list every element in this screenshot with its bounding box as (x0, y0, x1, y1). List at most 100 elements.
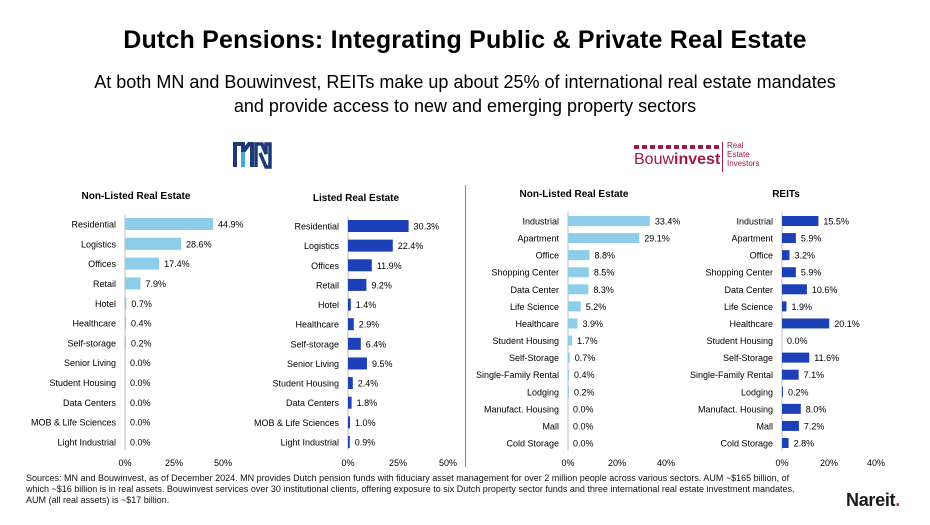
chart-2-tick-label: 40% (657, 458, 675, 468)
chart-3-category-label: Apartment (731, 234, 773, 244)
chart-2-value-label: 0.2% (574, 387, 595, 397)
chart-3-bar (782, 352, 810, 363)
chart-0-bar (125, 277, 141, 290)
chart-2-bar (568, 318, 578, 329)
chart-2-bar (568, 267, 589, 278)
chart-3-category-label: Student Housing (706, 336, 773, 346)
chart-1-value-label: 6.4% (366, 339, 387, 349)
chart-1-value-label: 11.9% (377, 261, 402, 271)
chart-3-bar (782, 250, 790, 261)
chart-3-category-label: Lodging (741, 387, 773, 397)
chart-1-value-label: 1.8% (357, 398, 378, 408)
chart-1-title: Listed Real Estate (313, 193, 400, 204)
chart-2-category-label: Lodging (527, 387, 559, 397)
chart-3-bar (782, 386, 783, 397)
chart-0-value-label: 28.6% (186, 239, 212, 249)
chart-3-bar (782, 369, 799, 380)
chart-1-bar (348, 259, 372, 272)
chart-1-bar (348, 318, 354, 331)
chart-0-category-label: Offices (88, 259, 116, 269)
chart-3-title: REITs (772, 189, 800, 200)
chart-3-tick-label: 40% (867, 458, 885, 468)
chart-1-bar (348, 298, 351, 311)
chart-2-value-label: 33.4% (655, 217, 681, 227)
chart-1-bar (348, 396, 352, 409)
chart-0-value-label: 0.4% (131, 319, 152, 329)
chart-3-value-label: 7.1% (804, 370, 825, 380)
chart-3-category-label: Healthcare (729, 319, 773, 329)
chart-2-bar (568, 386, 569, 397)
chart-2-value-label: 8.8% (595, 251, 616, 261)
chart-2-value-label: 3.9% (583, 319, 604, 329)
mn-logo: MN (232, 140, 272, 175)
chart-0-bar (125, 218, 214, 230)
page-title: Dutch Pensions: Integrating Public & Pri… (123, 26, 807, 54)
chart-0-bar (125, 237, 182, 250)
chart-2-bar (568, 301, 581, 312)
chart-1-bar (348, 357, 367, 370)
bouwinvest-logo-dots (634, 145, 722, 149)
chart-2-category-label: Industrial (522, 217, 559, 227)
chart-3-category-label: Mall (756, 421, 773, 431)
chart-1-bar (348, 278, 367, 291)
mn-logo-mark (233, 142, 272, 169)
chart-3-value-label: 7.2% (804, 421, 825, 431)
chart-3-category-label: Office (750, 251, 773, 261)
chart-3-bar (782, 301, 787, 312)
chart-0-category-label: Student Housing (49, 378, 116, 388)
chart-1-category-label: MOB & Life Sciences (254, 418, 340, 428)
chart-3-bar (782, 318, 830, 329)
chart-3-value-label: 8.0% (806, 404, 827, 414)
sources-note: Sources: MN and Bouwinvest, as of Decemb… (26, 473, 795, 505)
chart-0-value-label: 44.9% (218, 220, 244, 230)
chart-2-category-label: Manufact. Housing (484, 404, 559, 414)
chart-2-category-label: Shopping Center (491, 268, 559, 278)
chart-1-value-label: 0.9% (355, 438, 376, 448)
chart-3-value-label: 15.5% (823, 217, 849, 227)
chart-0-bar (125, 257, 160, 270)
chart-1-category-label: Senior Living (287, 359, 339, 369)
chart-1-category-label: Data Centers (286, 398, 340, 408)
chart-2-bar (568, 369, 569, 380)
chart-0-value-label: 0.0% (130, 438, 151, 448)
chart-2-tick-label: 20% (608, 458, 626, 468)
chart-0-category-label: Retail (93, 279, 116, 289)
chart-1-category-label: Hotel (318, 300, 339, 310)
chart-2-value-label: 8.5% (594, 268, 615, 278)
chart-1-value-label: 9.2% (371, 280, 392, 290)
chart-0-value-label: 17.4% (164, 259, 190, 269)
chart-1-bar (348, 436, 350, 448)
chart-2-bar (568, 284, 589, 295)
chart-2-tick-label: 0% (561, 458, 574, 468)
chart-2-value-label: 0.7% (575, 353, 596, 363)
chart-1-tick-label: 0% (341, 458, 354, 468)
chart-2-bar (568, 233, 640, 244)
chart-3-value-label: 2.8% (794, 439, 815, 449)
chart-2-title: Non-Listed Real Estate (520, 189, 629, 200)
chart-0-category-label: Light Industrial (57, 438, 116, 448)
chart-1-value-label: 2.9% (359, 320, 380, 330)
chart-0-value-label: 0.0% (130, 418, 151, 428)
chart-0-value-label: 7.9% (145, 279, 166, 289)
chart-3-bar (782, 233, 796, 244)
chart-0-category-label: MOB & Life Sciences (31, 418, 117, 428)
chart-1-tick-label: 25% (389, 458, 407, 468)
chart-0-tick-label: 50% (214, 458, 232, 468)
chart-1-bar (348, 220, 409, 232)
chart-0-tick-label: 0% (118, 458, 131, 468)
chart-2-value-label: 0.0% (573, 421, 594, 431)
chart-3-category-label: Manufact. Housing (698, 404, 773, 414)
chart-2-value-label: 0.4% (574, 370, 595, 380)
chart-0-value-label: 0.0% (130, 398, 151, 408)
chart-3-bar (782, 420, 799, 431)
chart-2-category-label: Single-Family Rental (476, 370, 559, 380)
chart-3-category-label: Cold Storage (720, 439, 773, 449)
chart-3-value-label: 5.9% (801, 234, 822, 244)
chart-3-value-label: 1.9% (791, 302, 812, 312)
chart-1-bar (348, 239, 393, 252)
chart-1-category-label: Light Industrial (280, 438, 339, 448)
chart-1-category-label: Offices (311, 261, 339, 271)
chart-2-value-label: 0.0% (573, 439, 594, 449)
chart-1-bar (348, 337, 361, 350)
chart-3-value-label: 5.9% (801, 268, 822, 278)
